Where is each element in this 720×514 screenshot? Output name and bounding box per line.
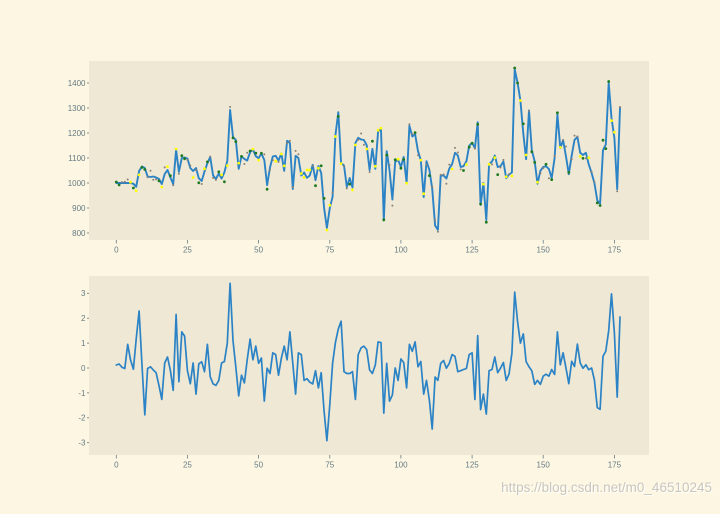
svg-text:50: 50 [254,246,263,255]
svg-text:25: 25 [183,246,192,255]
svg-text:25: 25 [183,461,192,470]
svg-text:1300: 1300 [68,104,86,113]
svg-text:-2: -2 [78,414,86,423]
svg-text:175: 175 [608,246,622,255]
svg-text:1000: 1000 [68,179,86,188]
svg-text:0: 0 [114,246,119,255]
svg-text:1400: 1400 [68,79,86,88]
svg-text:800: 800 [72,229,86,238]
svg-text:75: 75 [325,246,334,255]
svg-text:1100: 1100 [68,154,86,163]
svg-text:1200: 1200 [68,129,86,138]
svg-text:175: 175 [608,461,622,470]
svg-text:0: 0 [114,461,119,470]
svg-text:150: 150 [537,246,551,255]
svg-text:3: 3 [81,289,86,298]
svg-text:-3: -3 [78,439,86,448]
svg-text:150: 150 [537,461,551,470]
svg-text:50: 50 [254,461,263,470]
svg-text:125: 125 [465,461,479,470]
svg-text:1: 1 [81,339,86,348]
svg-text:https://blog.csdn.net/m0_46510: https://blog.csdn.net/m0_46510245 [501,480,712,495]
svg-text:0: 0 [81,364,86,373]
svg-text:-1: -1 [78,389,86,398]
svg-text:900: 900 [72,204,86,213]
svg-text:2: 2 [81,314,86,323]
svg-text:100: 100 [394,461,408,470]
svg-text:75: 75 [325,461,334,470]
svg-text:125: 125 [465,246,479,255]
svg-text:100: 100 [394,246,408,255]
